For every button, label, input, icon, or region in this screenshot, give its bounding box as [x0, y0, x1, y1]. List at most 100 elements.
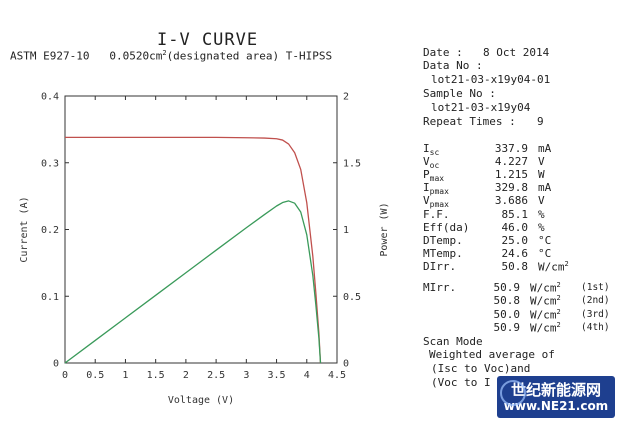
x-tick-label: 0.5	[86, 370, 104, 381]
param-label: Isc	[423, 142, 439, 157]
scan-line-1: Weighted average of	[429, 348, 555, 361]
param-unit: %	[538, 221, 545, 234]
param-unit-text: %	[538, 220, 545, 234]
param-unit-text: W	[538, 168, 545, 182]
param-value: 329.8	[494, 181, 528, 195]
param-unit-text: V	[538, 155, 545, 169]
param-unit: °C	[538, 247, 551, 260]
param-label-main: V	[423, 194, 430, 208]
param-unit: W/cm2	[538, 260, 569, 274]
param-unit-exponent: 2	[564, 259, 569, 268]
param-label-main: I	[423, 181, 430, 195]
chart-title: I-V CURVE	[157, 30, 259, 50]
param-unit: mA	[538, 142, 551, 155]
date-label: Date :	[423, 46, 463, 59]
area-note: (designated area)	[166, 49, 280, 63]
watermark-text-cn: 世纪新能源网	[510, 381, 601, 399]
y2-tick-label: 0	[343, 359, 349, 370]
watermark-url: www.NE21.com	[503, 399, 609, 413]
param-unit: V	[538, 155, 545, 168]
y2-axis-title: Power (W)	[379, 202, 390, 256]
mirr-tag: (2nd)	[581, 295, 610, 307]
y2-tick-label: 1.5	[343, 158, 361, 169]
param-label-main: V	[423, 155, 430, 169]
repeat-value: 9	[537, 115, 544, 128]
param-label: Pmax	[423, 168, 444, 183]
param-value: 85.1	[501, 207, 529, 221]
x-tick-label: 2	[183, 370, 189, 381]
mirr-unit-text: W/cm	[530, 308, 557, 322]
y-axis-title: Current (A)	[19, 196, 30, 262]
param-unit: °C	[538, 234, 551, 247]
x-tick-label: 4.5	[328, 370, 346, 381]
param-value: 3.686	[494, 194, 528, 208]
current-curve	[65, 136, 322, 364]
param-unit: W	[538, 168, 545, 181]
param-label-main: MTemp.	[423, 246, 463, 260]
x-tick-label: 3.5	[268, 370, 286, 381]
param-label: MTemp.	[423, 247, 463, 260]
x-tick-label: 0	[62, 370, 68, 381]
date-value: 8 Oct 2014	[483, 46, 550, 59]
mirr-value: 50.0	[493, 307, 521, 321]
param-label: Eff(da)	[423, 221, 469, 234]
mirr-unit: W/cm2	[530, 321, 561, 335]
param-label: DIrr.	[423, 260, 456, 273]
scan-line-3: (Voc to I	[431, 376, 491, 389]
param-label: DTemp.	[423, 234, 463, 247]
mirr-unit-exponent: 2	[556, 307, 561, 316]
param-label-main: P	[423, 168, 430, 182]
mirr-unit-text: W/cm	[530, 321, 557, 335]
param-unit: mA	[538, 181, 551, 194]
y-tick-label: 0.1	[41, 292, 59, 303]
mirr-unit-exponent: 2	[556, 294, 561, 303]
param-label-main: DIrr.	[423, 259, 457, 273]
mirr-tag: (1st)	[581, 282, 610, 293]
mirr-label: MIrr.	[423, 281, 457, 294]
mirr-unit-exponent: 2	[556, 321, 561, 330]
param-value: 50.8	[501, 259, 529, 273]
x-tick-label: 3	[243, 370, 249, 381]
param-label-sub: pmax	[429, 187, 449, 197]
area-value: 0.0520cm	[109, 49, 163, 63]
scan-line-2: (Isc to Voc)and	[431, 362, 531, 375]
mirr-unit-text: W/cm	[530, 295, 557, 309]
x-tick-label: 1.5	[147, 370, 165, 381]
x-axis-title: Voltage (V)	[168, 395, 234, 406]
param-label: Voc	[423, 155, 439, 170]
x-tick-label: 1	[122, 370, 128, 381]
standard-label: ASTM E927-10	[10, 49, 90, 63]
param-label-sub: sc	[429, 148, 440, 158]
device-label: T-HIPSS	[285, 49, 333, 63]
data-no-value: lot21-03-x19y04-01	[431, 73, 551, 86]
chart-subtitle: ASTM E927-10 0.0520cm2(designated area) …	[10, 49, 332, 63]
param-value: 24.6	[501, 246, 529, 260]
param-label: F.F.	[423, 208, 450, 221]
param-label-main: Eff(da)	[423, 220, 470, 234]
y2-tick-label: 2	[343, 92, 349, 103]
param-unit-text: %	[538, 207, 545, 221]
mirr-unit-text: W/cm	[530, 281, 557, 295]
x-tick-label: 4	[304, 370, 310, 381]
param-label-sub: max	[429, 174, 445, 184]
param-unit: V	[538, 194, 545, 207]
mirr-value: 50.9	[493, 321, 521, 335]
param-value: 25.0	[501, 233, 529, 247]
y-tick-label: 0.4	[41, 92, 59, 103]
mirr-unit: W/cm2	[530, 308, 561, 322]
param-unit-text: °C	[538, 246, 552, 260]
param-label-sub: pmax	[429, 200, 449, 210]
mirr-unit: W/cm2	[530, 294, 561, 308]
param-unit-text: mA	[538, 142, 552, 155]
y-tick-label: 0.3	[41, 158, 59, 169]
mirr-unit: W/cm2	[530, 281, 561, 295]
y-tick-label: 0.2	[41, 225, 59, 236]
param-label-main: F.F.	[423, 207, 450, 221]
sample-no-label: Sample No :	[423, 87, 496, 100]
y2-tick-label: 0.5	[343, 292, 361, 303]
param-value: 337.9	[494, 142, 528, 155]
param-unit-text: V	[538, 194, 545, 208]
sample-no-value: lot21-03-x19y04	[431, 101, 531, 114]
y2-tick-label: 1	[343, 225, 349, 236]
